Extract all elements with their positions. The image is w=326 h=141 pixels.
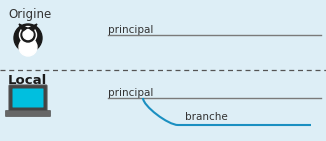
FancyBboxPatch shape bbox=[12, 89, 43, 107]
Text: principal: principal bbox=[108, 88, 153, 98]
Text: branche: branche bbox=[185, 112, 228, 122]
Circle shape bbox=[23, 29, 33, 39]
Text: Origine: Origine bbox=[8, 8, 51, 21]
Circle shape bbox=[14, 24, 42, 52]
Polygon shape bbox=[29, 24, 37, 31]
Circle shape bbox=[19, 38, 37, 56]
FancyBboxPatch shape bbox=[6, 111, 51, 116]
Polygon shape bbox=[19, 24, 27, 31]
Text: principal: principal bbox=[108, 25, 153, 35]
Circle shape bbox=[21, 28, 35, 42]
Circle shape bbox=[20, 27, 37, 44]
FancyBboxPatch shape bbox=[9, 85, 47, 111]
Text: Local: Local bbox=[8, 74, 47, 87]
